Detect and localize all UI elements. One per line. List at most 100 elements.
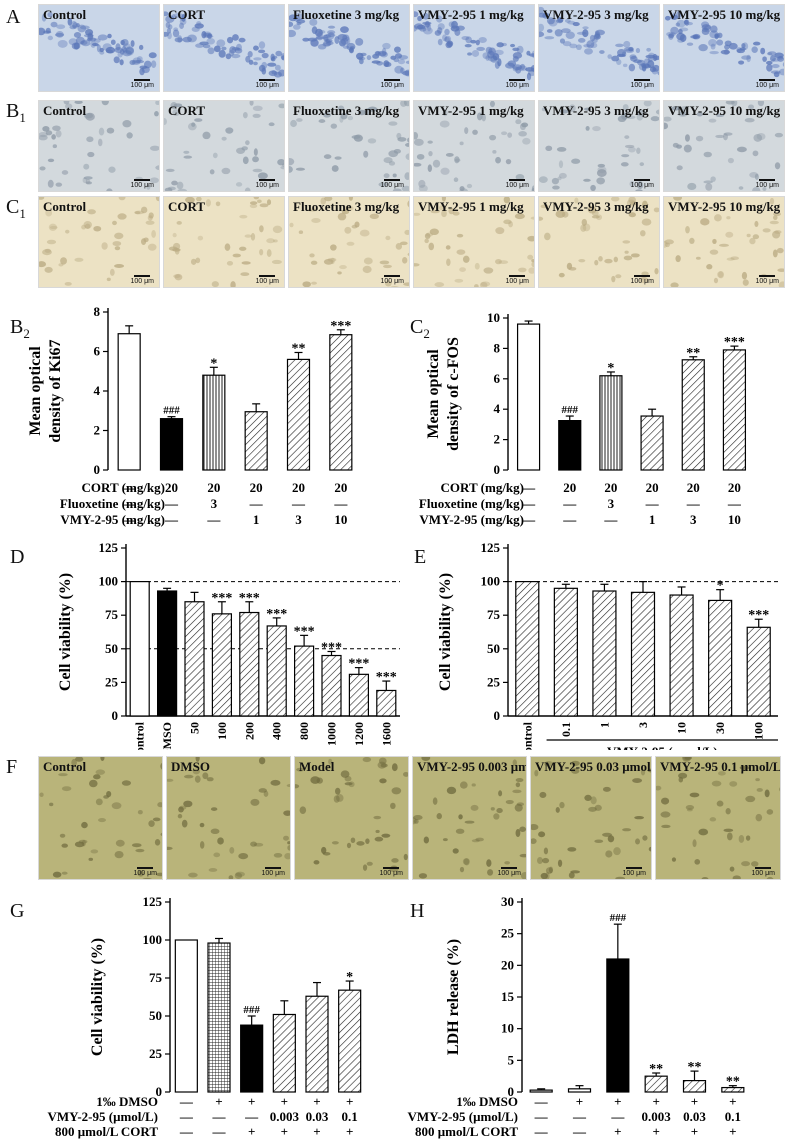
treatment-row-label: 1‰ DMSO bbox=[456, 1094, 518, 1109]
x-tick-label: 400 bbox=[270, 722, 284, 740]
panel-letter-c2: C2 bbox=[410, 316, 430, 341]
micrograph-label: VMY-2-95 3 mg/kg bbox=[543, 7, 649, 22]
y-axis-label: Cell viability (%) bbox=[89, 938, 106, 1056]
bar bbox=[644, 1075, 668, 1093]
treatment-cell: + bbox=[691, 1094, 698, 1109]
scale-bar: 100 μm bbox=[256, 79, 279, 89]
bar bbox=[294, 645, 315, 717]
significance-label: ** bbox=[686, 346, 700, 361]
scale-bar: 100 μm bbox=[131, 179, 154, 189]
treatment-cell: + bbox=[281, 1124, 288, 1139]
significance-label: * bbox=[607, 361, 614, 376]
x-tick-label: Control bbox=[133, 721, 147, 750]
micrograph-label: VMY-2-95 3 mg/kg bbox=[543, 199, 649, 214]
y-tick-label: 8 bbox=[94, 304, 101, 319]
treatment-cell: — bbox=[534, 1109, 549, 1124]
micrograph-label: Fluoxetine 3 mg/kg bbox=[293, 7, 400, 22]
treatment-cell: — bbox=[179, 1109, 194, 1124]
panel-letter-b2: B2 bbox=[10, 316, 30, 341]
micrograph-label: VMY-2-95 0.03 μmol/L bbox=[535, 759, 652, 774]
bar bbox=[640, 415, 664, 471]
significance-label: ** bbox=[726, 1075, 740, 1090]
micrograph-label: VMY-2-95 3 mg/kg bbox=[543, 103, 649, 118]
treatment-cell: — bbox=[521, 496, 536, 511]
row-c1-tile: VMY-2-95 3 mg/kg 100 μm bbox=[538, 196, 660, 288]
significance-label: ### bbox=[243, 1004, 260, 1016]
y-axis-label: Cell viability (%) bbox=[437, 573, 454, 691]
y-tick-label: 4 bbox=[94, 383, 101, 398]
treatment-cell: 3 bbox=[211, 496, 218, 511]
treatment-row-label: VMY-2-95 (μmol/L) bbox=[407, 1109, 518, 1124]
treatment-cell: — bbox=[562, 512, 577, 527]
treatment-cell: — bbox=[179, 1094, 194, 1109]
treatment-row-label: VMY-2-95 (mg/kg) bbox=[419, 512, 524, 527]
treatment-cell: — bbox=[562, 496, 577, 511]
treatment-cell: 20 bbox=[604, 480, 617, 495]
treatment-row-label: Fluoxetine (mg/kg) bbox=[419, 496, 524, 511]
treatment-cell: 10 bbox=[728, 512, 741, 527]
treatment-cell: — bbox=[212, 1109, 227, 1124]
panel-letter-d: D bbox=[10, 546, 25, 568]
treatment-cell: 10 bbox=[334, 512, 347, 527]
bar bbox=[708, 599, 733, 717]
bar bbox=[338, 989, 362, 1093]
bar bbox=[348, 673, 369, 717]
scale-bar: 100 μm bbox=[756, 179, 779, 189]
treatment-cell: + bbox=[614, 1094, 621, 1109]
significance-label: *** bbox=[330, 319, 351, 334]
y-tick-label: 0 bbox=[94, 462, 101, 477]
scale-bar: 100 μm bbox=[752, 867, 775, 877]
micrograph-label: VMY-2-95 0.1 μmol/L bbox=[660, 759, 781, 774]
y-tick-label: 0 bbox=[112, 708, 119, 723]
y-tick-label: 75 bbox=[149, 970, 163, 985]
micrograph-label: Control bbox=[43, 103, 87, 118]
treatment-cell: — bbox=[534, 1094, 549, 1109]
y-tick-label: 100 bbox=[99, 574, 119, 589]
treatment-cell: 0.03 bbox=[306, 1109, 329, 1124]
bar bbox=[681, 359, 705, 471]
treatment-cell: + bbox=[652, 1124, 659, 1139]
scale-bar: 100 μm bbox=[134, 867, 157, 877]
x-tick-label: 30 bbox=[713, 722, 727, 734]
y-tick-label: 2 bbox=[94, 423, 101, 438]
treatment-cell: + bbox=[281, 1094, 288, 1109]
chart-ldh-release: 0 5 10 15 20 25 30 LDH release (%) ### ** ** ** 1‰ D… bbox=[407, 894, 745, 1139]
scale-bar: 100 μm bbox=[756, 79, 779, 89]
significance-label: ### bbox=[163, 405, 180, 417]
scale-bar: 100 μm bbox=[623, 867, 646, 877]
y-tick-label: 0 bbox=[156, 1084, 163, 1099]
treatment-cell: — bbox=[572, 1109, 587, 1124]
bar bbox=[184, 601, 205, 717]
bar bbox=[240, 1024, 264, 1093]
y-tick-label: 50 bbox=[487, 641, 500, 656]
treatment-row-label: 1‰ DMSO bbox=[96, 1094, 158, 1109]
treatment-row-label: 800 μmol/L CORT bbox=[415, 1124, 518, 1139]
treatment-cell: 20 bbox=[728, 480, 741, 495]
bar bbox=[599, 375, 623, 471]
treatment-cell: — bbox=[179, 1124, 194, 1139]
treatment-cell: — bbox=[727, 496, 742, 511]
bar bbox=[174, 939, 198, 1093]
row-b1-tile: VMY-2-95 3 mg/kg 100 μm bbox=[538, 100, 660, 192]
treatment-cell: — bbox=[572, 1124, 587, 1139]
scale-bar: 100 μm bbox=[131, 275, 154, 285]
micrograph-label: VMY-2-95 10 mg/kg bbox=[668, 103, 781, 118]
bar bbox=[157, 590, 178, 717]
row-b1-tile: VMY-2-95 1 mg/kg 100 μm bbox=[413, 100, 535, 192]
micrograph-label: Control bbox=[43, 7, 87, 22]
bar bbox=[321, 654, 342, 717]
treatment-cell: + bbox=[313, 1124, 320, 1139]
treatment-cell: — bbox=[122, 496, 137, 511]
significance-label: *** bbox=[376, 670, 397, 685]
row-f-tile: DMSO 100 μm bbox=[166, 756, 291, 880]
x-tick-label: 1000 bbox=[325, 722, 339, 746]
y-tick-label: 2 bbox=[494, 432, 501, 447]
scale-bar: 100 μm bbox=[262, 867, 285, 877]
scale-bar: 100 μm bbox=[631, 179, 654, 189]
treatment-cell: + bbox=[248, 1094, 255, 1109]
scale-bar: 100 μm bbox=[631, 275, 654, 285]
y-tick-label: 8 bbox=[494, 340, 501, 355]
y-tick-label: 75 bbox=[487, 607, 501, 622]
bar bbox=[722, 349, 747, 471]
